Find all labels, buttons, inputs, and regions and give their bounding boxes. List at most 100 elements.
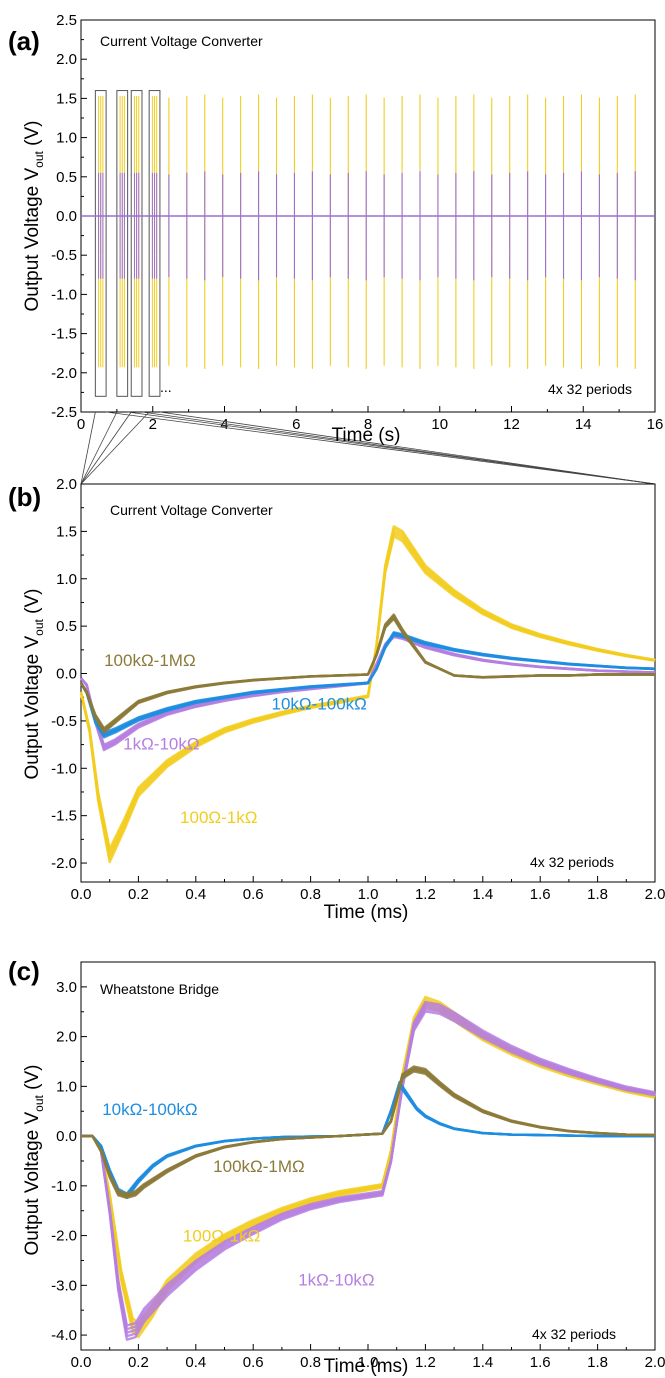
y-tick-label: 0.0 (56, 666, 77, 683)
x-tick-label: 14 (575, 416, 592, 433)
y-tick-label: 2.0 (56, 51, 77, 68)
y-tick-label: -2.5 (51, 404, 77, 421)
series-line (81, 1000, 656, 1341)
y-tick-label: 0.0 (56, 208, 77, 225)
periods-note: 4x 32 periods (530, 854, 614, 870)
x-axis-title: Time (ms) (324, 902, 409, 923)
y-axis-title-main: Output Voltage V (22, 167, 43, 311)
x-tick-label: 10 (431, 416, 448, 433)
series-label: 100kΩ-1MΩ (213, 1157, 305, 1176)
y-axis-title-main: Output Voltage V (22, 635, 43, 779)
y-tick-label: -2.0 (51, 1228, 77, 1245)
y-tick-label: 2.0 (56, 476, 77, 493)
y-axis-title-sub: out (32, 618, 46, 635)
zoom-connector (159, 411, 656, 485)
zoom-connector (106, 411, 656, 485)
x-tick-label: 1.0 (358, 886, 379, 903)
y-tick-label: 3.0 (56, 979, 77, 996)
y-axis-title-unit: (V) (22, 1065, 43, 1096)
zoom-box (130, 90, 143, 397)
y-tick-label: -1.5 (51, 326, 77, 343)
x-tick-label: 0.2 (128, 886, 149, 903)
zoom-box (148, 90, 161, 397)
axes-panel-b: 0.0 0.2 0.4 0.6 0.8 1.0 1.2 1.4 1.6 1.8 2.02.01.51… (51, 476, 665, 903)
zoom-connector (80, 411, 150, 485)
y-tick-label: -1.0 (51, 760, 77, 777)
x-tick-label: 0.4 (185, 886, 206, 903)
y-tick-label: -3.0 (51, 1277, 77, 1294)
y-tick-label: -2.0 (51, 855, 77, 872)
y-tick-label: 1.0 (56, 1078, 77, 1095)
axes-panel-a: 0 2 4 6 8 10 12 14 16 2.5 2.0 1.5 1.0 0.5 0.0 -0.5 -1.0 -… (51, 12, 663, 433)
series-line (79, 631, 656, 738)
periods-note: 4x 32 periods (548, 381, 632, 397)
x-tick-label: 1.2 (415, 1354, 436, 1371)
y-axis-title-unit: (V) (22, 589, 43, 620)
x-tick-label: 8 (364, 416, 372, 433)
x-tick-label: 4 (220, 416, 228, 433)
x-tick-label: 1.4 (472, 886, 493, 903)
y-tick-label: 0.5 (56, 618, 77, 635)
y-axis-title-unit: (V) (22, 121, 43, 152)
y-tick-label: -2.0 (51, 365, 77, 382)
series-line (79, 631, 656, 739)
panel-b: (b) Current Voltage Converter 4x 32 peri… (8, 482, 614, 923)
series-line (81, 1070, 656, 1195)
y-tick-label: 0.0 (56, 1128, 77, 1145)
series-label: 1kΩ-10kΩ (298, 1270, 374, 1289)
series-label: 1kΩ-10kΩ (123, 734, 199, 753)
x-tick-label: 6 (292, 416, 300, 433)
zoom-box (116, 90, 129, 397)
y-axis-title-sub: out (32, 1094, 46, 1111)
x-tick-label: 1.8 (587, 1354, 608, 1371)
y-axis-title: Output Voltage Vout (V) (22, 589, 46, 780)
panel-label: (b) (8, 482, 41, 512)
zoom-box (94, 90, 107, 397)
x-tick-label: 1.0 (358, 1354, 379, 1371)
panel-a-marks (80, 90, 656, 485)
x-tick-label: 1.6 (530, 886, 551, 903)
series-line (79, 525, 656, 864)
zoom-connector (80, 411, 132, 485)
x-tick-label: 0.6 (243, 1354, 264, 1371)
x-tick-label: 0.0 (71, 886, 92, 903)
x-tick-label: 1.6 (530, 1354, 551, 1371)
x-tick-label: 0.8 (300, 886, 321, 903)
panel-a: (a) Current Voltage Converter 4x 32 peri… (8, 26, 632, 446)
x-tick-label: 0.8 (300, 1354, 321, 1371)
y-tick-label: 0.5 (56, 169, 77, 186)
x-tick-label: 0.0 (71, 1354, 92, 1371)
y-tick-label: 1.5 (56, 90, 77, 107)
panel-b-marks: 100kΩ-1MΩ 10kΩ-100kΩ 1kΩ-10kΩ 100Ω-1kΩ (79, 525, 656, 864)
x-tick-label: 1.8 (587, 886, 608, 903)
series-line (79, 613, 655, 734)
y-tick-label: 2.0 (56, 1029, 77, 1046)
series-label: 100Ω-1kΩ (183, 1227, 260, 1246)
x-tick-label: 0 (77, 416, 85, 433)
y-axis-title-sub: out (32, 150, 46, 167)
x-tick-label: 1.2 (415, 886, 436, 903)
y-tick-label: -1.5 (51, 808, 77, 825)
y-tick-label: -1.0 (51, 1178, 77, 1195)
axes-panel-c: 0.0 0.2 0.4 0.6 0.8 1.0 1.2 1.4 1.6 1.8 2.03.02.01… (51, 961, 665, 1371)
x-tick-label: 1.4 (472, 1354, 493, 1371)
y-tick-label: 2.5 (56, 12, 77, 29)
panel-c-marks: 10kΩ-100kΩ 100kΩ-1MΩ 100Ω-1kΩ 1kΩ-10kΩ (81, 995, 656, 1341)
panel-label: (a) (8, 26, 40, 56)
y-tick-label: -0.5 (51, 713, 77, 730)
x-tick-label: 16 (647, 416, 664, 433)
panel-title: Current Voltage Converter (110, 502, 273, 518)
x-axis-title: Time (s) (332, 425, 401, 446)
y-axis-title: Output Voltage Vout (V) (22, 121, 46, 312)
x-tick-label: 0.6 (243, 886, 264, 903)
ellipsis-mark: ... (160, 379, 172, 395)
periods-note: 4x 32 periods (532, 1326, 616, 1342)
series-line (81, 1065, 656, 1200)
zoom-connector (80, 411, 118, 485)
x-tick-label: 2 (149, 416, 157, 433)
y-tick-label: -4.0 (51, 1327, 77, 1344)
panel-label: (c) (8, 956, 40, 986)
y-tick-label: 1.5 (56, 523, 77, 540)
series-label: 10kΩ-100kΩ (102, 1100, 197, 1119)
y-tick-label: 1.0 (56, 130, 77, 147)
